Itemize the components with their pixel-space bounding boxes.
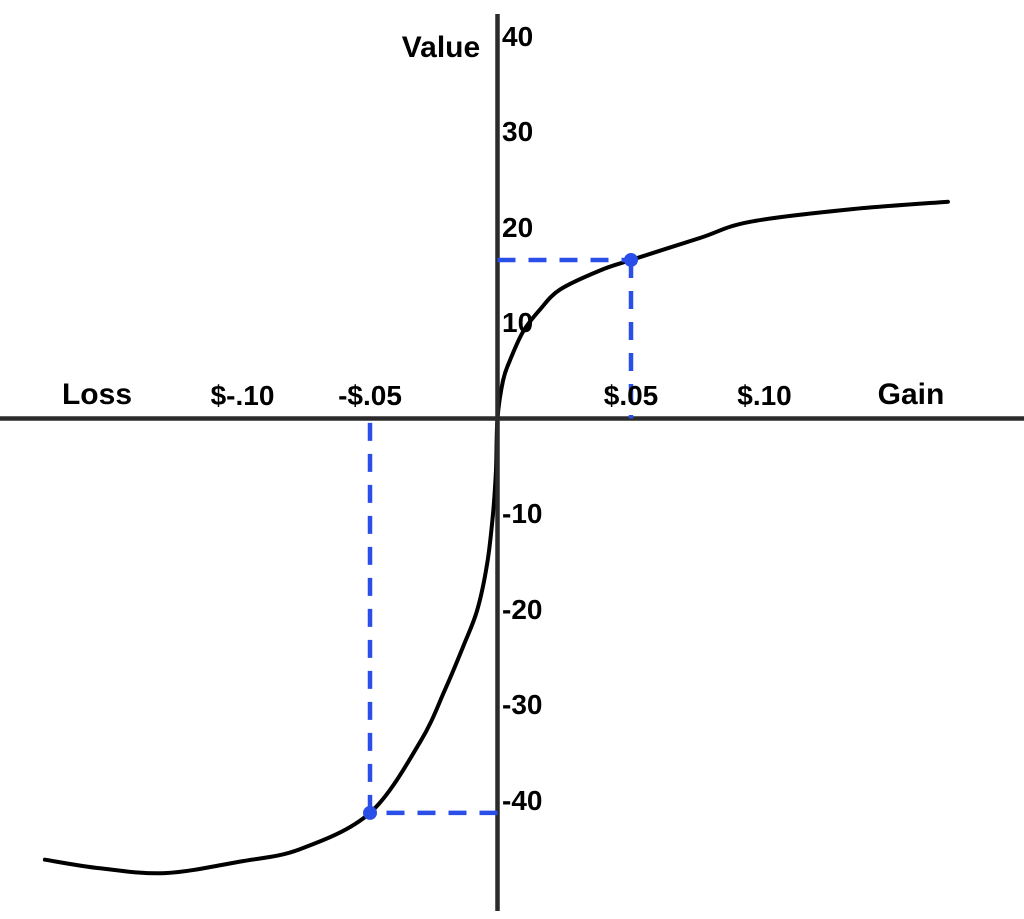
x-tick-label: $.10 xyxy=(737,380,792,411)
x-tick-label: -$.05 xyxy=(338,380,402,411)
y-tick-label: -10 xyxy=(502,498,543,529)
x-tick-label: $-.10 xyxy=(210,380,275,411)
y-tick-label: 40 xyxy=(502,20,534,52)
x-axis-loss-label: Loss xyxy=(61,378,133,411)
annotation-layer xyxy=(363,252,638,820)
y-tick-label: -40 xyxy=(502,784,543,816)
y-axis-title: Value xyxy=(401,31,481,64)
y-tick-label: -20 xyxy=(502,593,543,625)
annotation-dot xyxy=(624,252,638,267)
y-tick-label: -30 xyxy=(502,689,543,720)
x-axis-gain-label: Gain xyxy=(877,378,945,411)
x-tick-label: $.05 xyxy=(603,380,659,411)
annotation-dot xyxy=(363,805,377,820)
y-tick-label: 20 xyxy=(502,211,534,243)
y-tick-label: 30 xyxy=(502,116,534,147)
y-tick-label: 10 xyxy=(502,307,534,338)
